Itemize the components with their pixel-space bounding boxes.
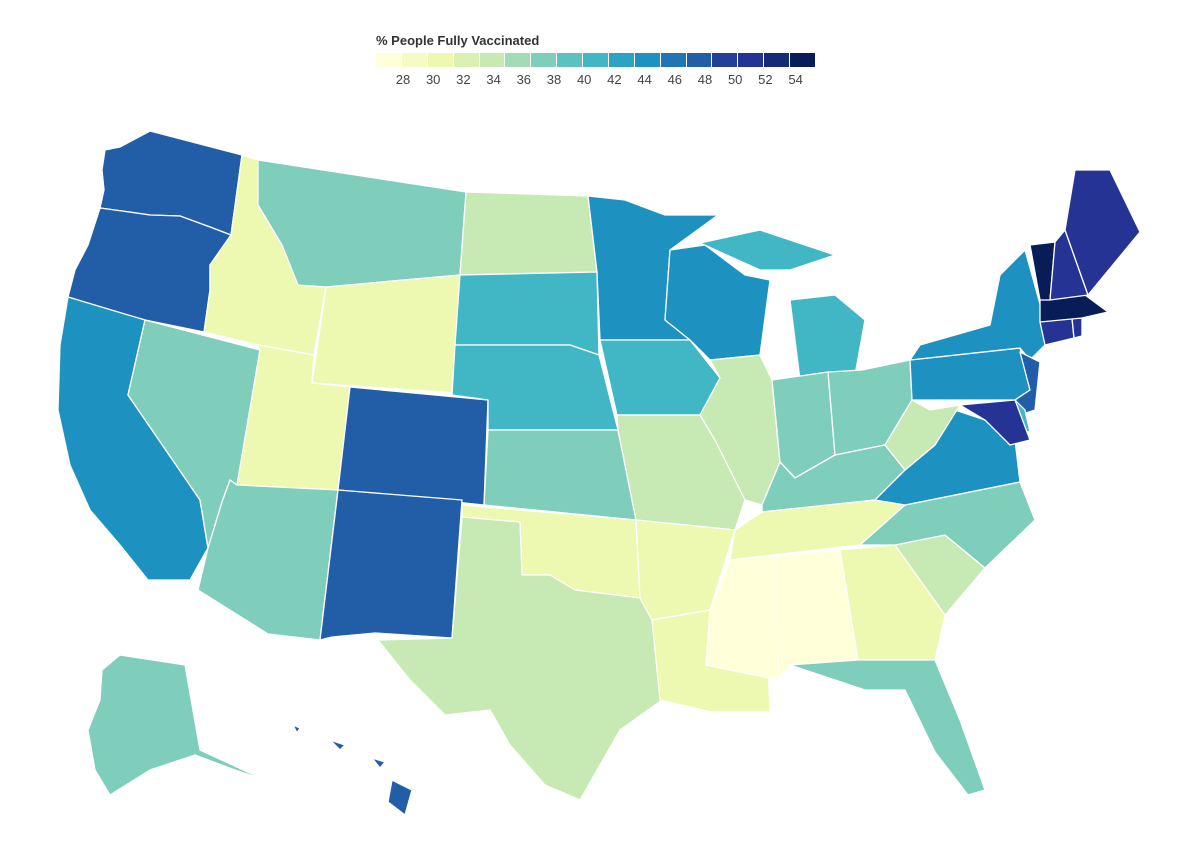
legend-tick-label: 48 bbox=[697, 72, 713, 87]
state-wyoming[interactable] bbox=[311, 274, 461, 394]
state-rhode-island[interactable] bbox=[1071, 317, 1083, 339]
state-maryland[interactable] bbox=[959, 399, 1031, 446]
legend-swatch bbox=[712, 53, 739, 67]
state-texas[interactable] bbox=[377, 516, 663, 801]
legend-tick-label: 38 bbox=[546, 72, 562, 87]
state-florida[interactable] bbox=[789, 659, 986, 796]
legend-swatch bbox=[531, 53, 558, 67]
legend-swatch bbox=[608, 53, 635, 67]
legend-tick-label: 32 bbox=[456, 72, 471, 87]
legend-swatch bbox=[505, 53, 532, 67]
state-illinois[interactable] bbox=[699, 354, 781, 506]
state-hawaii[interactable] bbox=[292, 724, 413, 816]
legend-swatch bbox=[427, 53, 454, 67]
legend-swatch bbox=[453, 53, 480, 67]
state-mississippi[interactable] bbox=[705, 555, 779, 681]
state-alaska[interactable] bbox=[87, 654, 266, 796]
legend-swatch bbox=[764, 53, 790, 67]
legend-swatch bbox=[479, 53, 506, 67]
state-georgia[interactable] bbox=[839, 544, 946, 661]
legend-tick-label: 50 bbox=[727, 72, 743, 87]
legend-tick-label: 30 bbox=[425, 72, 441, 87]
legend-ticks: 28 30 32 34 36 38 40 42 44 46 48 50 52 54 bbox=[376, 72, 816, 90]
legend-tick-label: 40 bbox=[576, 72, 592, 87]
legend-swatch bbox=[660, 53, 687, 67]
legend-tick-label: 42 bbox=[607, 72, 622, 87]
legend-tick-label: 34 bbox=[486, 72, 501, 87]
legend-color-bar bbox=[376, 53, 816, 67]
legend-swatch bbox=[790, 53, 816, 67]
legend-tick-label: 44 bbox=[637, 72, 652, 87]
legend-swatch bbox=[401, 53, 428, 67]
state-new-mexico[interactable] bbox=[319, 489, 463, 641]
legend-tick-label: 46 bbox=[667, 72, 683, 87]
legend-swatch bbox=[686, 53, 713, 67]
legend-swatch bbox=[634, 53, 661, 67]
legend-title: % People Fully Vaccinated bbox=[376, 33, 540, 48]
color-legend: % People Fully Vaccinated 28 30 32 34 36 38 40… bbox=[376, 33, 836, 90]
state-kansas[interactable] bbox=[483, 429, 637, 521]
legend-tick-label: 28 bbox=[395, 72, 411, 87]
legend-swatch bbox=[376, 53, 402, 67]
legend-swatch bbox=[583, 53, 609, 67]
legend-tick-label: 54 bbox=[788, 72, 803, 87]
legend-swatch bbox=[738, 53, 765, 67]
legend-swatch bbox=[557, 53, 583, 67]
state-colorado[interactable] bbox=[337, 386, 489, 506]
legend-tick-label: 36 bbox=[516, 72, 532, 87]
state-south-dakota[interactable] bbox=[454, 271, 600, 356]
legend-tick-label: 52 bbox=[758, 72, 773, 87]
state-maine[interactable] bbox=[1064, 169, 1141, 296]
state-north-dakota[interactable] bbox=[459, 191, 598, 276]
